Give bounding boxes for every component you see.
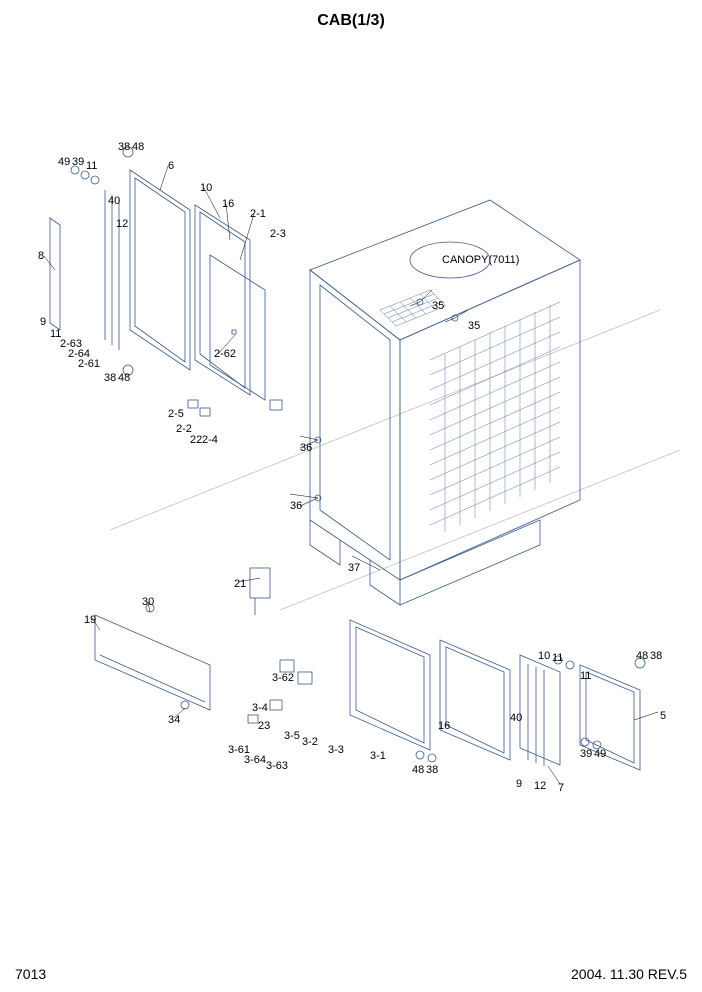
callout-2-61: 2-61 xyxy=(78,358,100,370)
callout-10a: 10 xyxy=(200,182,212,194)
callout-11c: 11 xyxy=(552,652,563,664)
callout-3-3: 3-3 xyxy=(328,744,344,756)
callout-36b: 36 xyxy=(290,500,302,512)
left-door-assembly xyxy=(50,147,282,416)
callout-3-2: 3-2 xyxy=(302,736,318,748)
callout-2-4: 2-4 xyxy=(202,434,218,446)
callout-34: 34 xyxy=(168,714,180,726)
callout-5: 5 xyxy=(660,710,666,722)
footer-left: 7013 xyxy=(15,966,46,982)
callout-48c: 48 xyxy=(412,764,424,776)
callout-9b: 9 xyxy=(516,778,522,790)
callout-49b: 49 xyxy=(594,748,606,760)
callout-35b: 35 xyxy=(468,320,480,332)
callout-21: 21 xyxy=(234,578,246,590)
callout-38c: 38 xyxy=(426,764,438,776)
callout-6: 6 xyxy=(168,160,174,172)
callout-37: 37 xyxy=(348,562,360,574)
callout-12a: 12 xyxy=(116,218,128,230)
callout-22: 22 xyxy=(190,434,202,446)
callout-38b: 38 xyxy=(104,372,116,384)
footer-right: 2004. 11.30 REV.5 xyxy=(571,966,687,982)
callout-2-1: 2-1 xyxy=(250,208,266,220)
leader-lines xyxy=(44,166,658,784)
callout-16a: 16 xyxy=(222,198,234,210)
bracket-21 xyxy=(250,568,270,615)
callout-48d: 48 xyxy=(636,650,648,662)
callout-3-4: 3-4 xyxy=(252,702,268,714)
callout-30: 30 xyxy=(142,596,154,608)
callout-2-62: 2-62 xyxy=(214,348,236,360)
callout-48b: 48 xyxy=(118,372,130,384)
callout-3-62: 3-62 xyxy=(272,672,294,684)
callout-9a: 9 xyxy=(40,316,46,328)
callout-38d: 38 xyxy=(650,650,662,662)
callout-3-64: 3-64 xyxy=(244,754,266,766)
lower-panel xyxy=(95,604,210,710)
callout-39b: 39 xyxy=(580,748,592,760)
callout-7: 7 xyxy=(558,782,564,794)
callout-40b: 40 xyxy=(510,712,522,724)
callout-8: 8 xyxy=(38,250,44,262)
callout-39a: 39 xyxy=(72,156,84,168)
callout-12b: 12 xyxy=(534,780,546,792)
diagram-svg xyxy=(0,0,702,992)
callout-10b: 10 xyxy=(538,650,550,662)
callout-3-1: 3-1 xyxy=(370,750,386,762)
callout-2-5: 2-5 xyxy=(168,408,184,420)
callout-3-5: 3-5 xyxy=(284,730,300,742)
callout-11d: 11 xyxy=(580,670,591,682)
callout-36a: 36 xyxy=(300,442,312,454)
callout-19: 19 xyxy=(84,614,96,626)
callout-49a: 49 xyxy=(58,156,70,168)
callout-16b: 16 xyxy=(438,720,450,732)
callout-48a: 48 xyxy=(132,141,144,153)
callout-35a: 35 xyxy=(432,300,444,312)
callout-23: 23 xyxy=(258,720,270,732)
callout-11a: 11 xyxy=(86,160,97,172)
callout-2-3: 2-3 xyxy=(270,228,286,240)
callout-3-63: 3-63 xyxy=(266,760,288,772)
callout-40a: 40 xyxy=(108,195,120,207)
callout-38a: 38 xyxy=(118,141,130,153)
page-root: CAB(1/3) xyxy=(0,0,702,992)
canopy-ref: CANOPY(7011) xyxy=(442,254,519,266)
